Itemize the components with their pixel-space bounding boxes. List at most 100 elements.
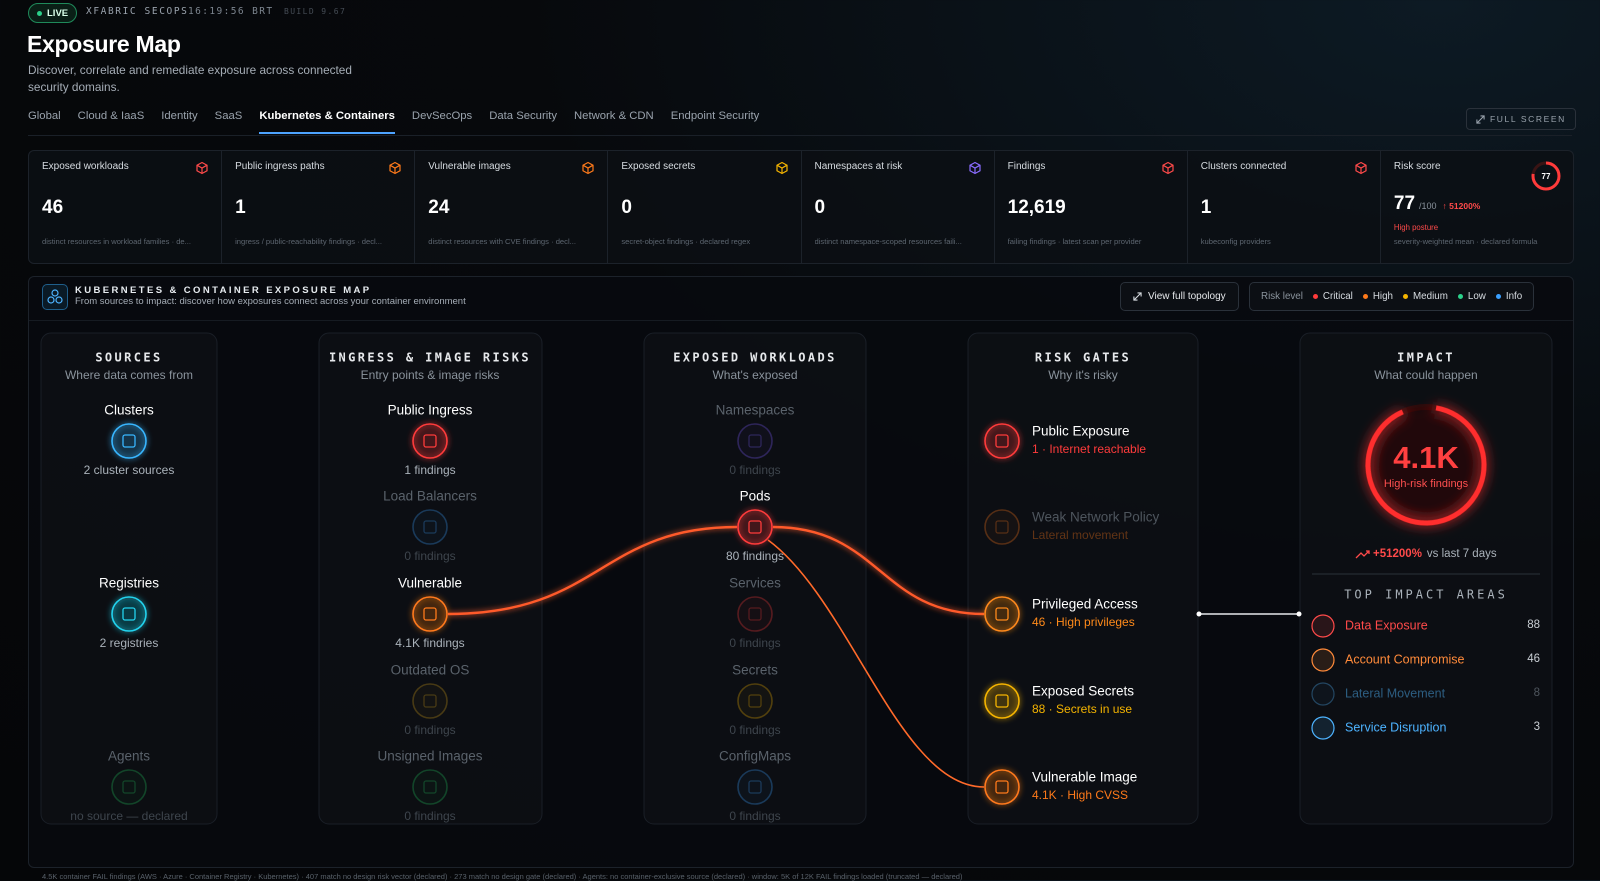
tab[interactable]: Network & CDN (574, 110, 654, 122)
node-note: 0 findings (729, 636, 780, 650)
areas-title: TOP IMPACT AREAS (1344, 588, 1508, 602)
icon-glyph (748, 607, 762, 621)
tab[interactable]: Kubernetes & Containers (259, 110, 395, 134)
icon-shape (196, 161, 208, 175)
live-badge: LIVE (28, 3, 78, 23)
risk-legend: Risk level Critical High Medium Low Info (1249, 282, 1535, 311)
live-status: LIVE (47, 7, 69, 19)
kpi-note: severity-weighted mean · declared formul… (1393, 237, 1538, 246)
legend-dot (1495, 293, 1501, 299)
icon-ring (412, 509, 448, 545)
legend-dot (1312, 293, 1318, 299)
icon-ring (412, 423, 448, 459)
risk-value: 77 (1393, 193, 1416, 214)
tab[interactable]: DevSecOps (411, 110, 473, 122)
node-label: ConfigMaps (719, 749, 791, 764)
kpi-label: Vulnerable images (428, 161, 511, 172)
risk-delta: ↑ 51200% (1442, 201, 1481, 211)
kpi-label: Exposed workloads (42, 161, 129, 172)
icon-glyph (423, 607, 437, 621)
column-subtitle: Why it's risky (1048, 368, 1118, 382)
icon-glyph (748, 520, 762, 534)
icon-glyph (995, 434, 1009, 448)
kpi-value: 24 (428, 197, 450, 218)
ring-arc (1531, 161, 1561, 191)
tab[interactable]: Identity (161, 110, 198, 122)
column-subtitle: What could happen (1374, 368, 1477, 382)
legend-dot (1457, 293, 1463, 299)
icon-shape (582, 161, 594, 175)
node-label: Pods (740, 489, 771, 504)
legend-item: Critical (1312, 291, 1353, 302)
area-label: Account Compromise (1345, 652, 1465, 666)
topology-button[interactable]: View full topology (1120, 282, 1239, 311)
icon-shape (389, 161, 401, 175)
icon-ring (737, 769, 773, 805)
icon-ring (984, 769, 1020, 805)
brand: XFABRIC SECOPS (86, 6, 189, 17)
legend-text: Medium (1413, 291, 1448, 302)
icon-glyph (995, 607, 1009, 621)
node-label: Vulnerable (398, 576, 462, 591)
icon-ring (412, 769, 448, 805)
area-label: Data Exposure (1345, 618, 1428, 632)
node-note: 0 findings (729, 809, 780, 823)
icon-glyph (122, 434, 136, 448)
tab[interactable]: Cloud & IaaS (77, 110, 145, 122)
impact-ring (1365, 404, 1487, 526)
trend-icon (1355, 550, 1370, 559)
icon-ring (737, 509, 773, 545)
tab[interactable]: Data Security (489, 110, 557, 122)
area-icon (1311, 682, 1335, 706)
node-note: no source — declared (70, 809, 187, 823)
kpi-label: Exposed secrets (621, 161, 696, 172)
node-icon (984, 423, 1020, 459)
kpi-label: Public ingress paths (235, 161, 325, 172)
node-label: Secrets (732, 663, 778, 678)
legend-text: High (1372, 291, 1394, 302)
area-label: Lateral Movement (1345, 686, 1446, 700)
risk-ring: 77 (1531, 161, 1561, 191)
kpi-label: Findings (1007, 161, 1046, 172)
node-note: 4.1K findings (395, 636, 464, 650)
node-note: 2 registries (100, 636, 159, 650)
kpi-value: 46 (42, 197, 64, 218)
node-label: Load Balancers (383, 489, 477, 504)
node-note: 2 cluster sources (84, 463, 175, 477)
node-note: 0 findings (729, 723, 780, 737)
kpi-card: Namespaces at risk 0 distinct namespace-sc… (802, 151, 995, 263)
icon-ring (984, 683, 1020, 719)
icon-ring (984, 509, 1020, 545)
icon-ring (984, 423, 1020, 459)
risk-scale: /100 (1419, 201, 1437, 211)
fullscreen-button[interactable]: FULL SCREEN (1466, 108, 1576, 130)
area-label: Service Disruption (1345, 720, 1446, 734)
area-value: 46 (1527, 653, 1540, 665)
node-label: Registries (99, 576, 159, 591)
connector-end (1296, 611, 1302, 617)
trend-note: vs last 7 days (1427, 548, 1497, 560)
connector-end (1196, 611, 1202, 617)
area-icon (1311, 716, 1335, 740)
icon-ring (111, 423, 147, 459)
clock: 16:19:56 BRT (188, 6, 274, 17)
tab[interactable]: Endpoint Security (670, 110, 760, 122)
icon-glyph (995, 694, 1009, 708)
kpi-strip: Exposed workloads 46 distinct resources in… (28, 150, 1574, 264)
node-label: Outdated OS (391, 663, 470, 678)
icon-ring (737, 683, 773, 719)
icon-ring (412, 596, 448, 632)
kpi-value: 12,619 (1007, 197, 1066, 218)
node-icon (412, 423, 448, 459)
node-note: 1 findings (404, 463, 455, 477)
kpi-note: distinct resources in workload families … (42, 237, 191, 246)
impact-ring-label: High-risk findings (1384, 478, 1469, 490)
icon-shape (1162, 161, 1174, 175)
tab[interactable]: SaaS (214, 110, 243, 122)
tab[interactable]: Global (28, 110, 61, 122)
node-note: 0 findings (729, 463, 780, 477)
ring-text: 77 (1542, 172, 1551, 181)
icon-glyph (748, 434, 762, 448)
